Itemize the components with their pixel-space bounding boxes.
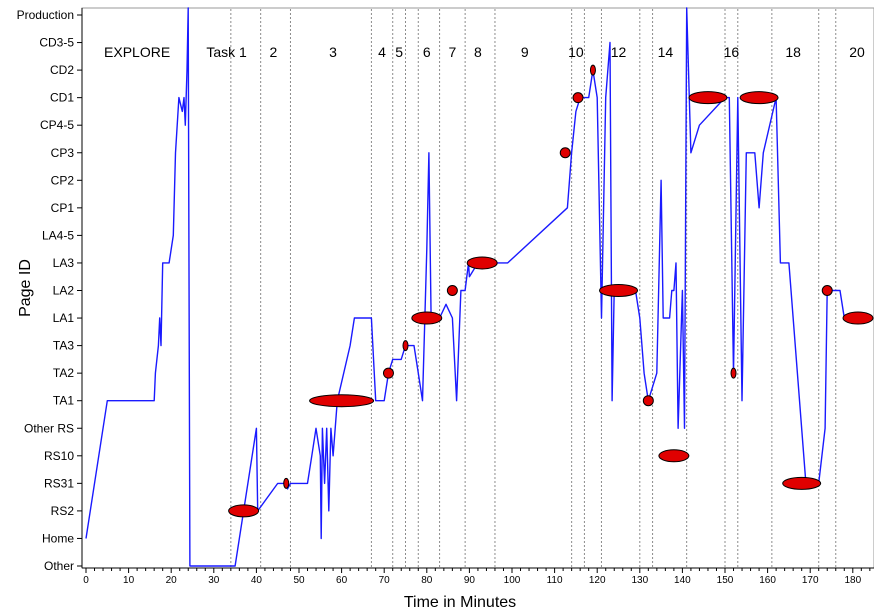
task-marker xyxy=(658,449,690,463)
segment-label: Task 1 xyxy=(206,44,247,60)
task-marker xyxy=(446,285,458,296)
y-tick-label: LA1 xyxy=(53,311,75,325)
y-tick-label: LA3 xyxy=(53,256,75,270)
segment-label: 5 xyxy=(395,44,403,60)
task-marker xyxy=(599,284,638,297)
y-tick-label: LA2 xyxy=(53,284,75,298)
segment-label: 20 xyxy=(849,44,865,60)
task-marker xyxy=(739,91,779,105)
x-tick-label: 130 xyxy=(631,575,648,586)
x-tick-label: 10 xyxy=(123,575,135,586)
segment-label: 9 xyxy=(521,44,529,60)
y-tick-label: CP3 xyxy=(51,146,75,160)
segment-label: 8 xyxy=(474,44,482,60)
task-marker xyxy=(466,256,498,270)
x-tick-label: 180 xyxy=(844,575,861,586)
y-tick-label: RS31 xyxy=(44,476,74,490)
y-axis: Other Home RS2 RS31 RS10 Other RS TA1 TA2 TA3 LA1… xyxy=(17,8,83,573)
y-tick-label: Other RS xyxy=(24,421,74,435)
segment-labels: EXPLORE Task 1 2 3 4 5 6 7 8 9 10 12 14 16 18 20 xyxy=(104,44,865,60)
x-tick-label: 70 xyxy=(379,575,391,586)
segment-label: EXPLORE xyxy=(104,44,170,60)
task-marker xyxy=(589,64,596,76)
segment-label: 12 xyxy=(611,44,627,60)
y-tick-label: CD1 xyxy=(50,91,74,105)
segment-label: 3 xyxy=(329,44,337,60)
task-marker xyxy=(559,147,571,159)
task-marker xyxy=(411,311,443,325)
segment-label: 2 xyxy=(270,44,278,60)
y-tick-label: Production xyxy=(17,8,74,22)
y-tick-label: TA3 xyxy=(53,339,74,353)
segment-label: 4 xyxy=(378,44,386,60)
task-marker xyxy=(642,395,654,407)
x-tick-label: 80 xyxy=(421,575,433,586)
segment-label: 18 xyxy=(785,44,801,60)
task-marker xyxy=(382,367,394,379)
series-line xyxy=(85,7,873,567)
y-axis-title: Page ID xyxy=(17,259,34,317)
x-tick-label: 50 xyxy=(293,575,305,586)
task-marker xyxy=(842,311,874,325)
y-tick-label: CD3-5 xyxy=(39,36,74,50)
x-tick-label: 60 xyxy=(336,575,348,586)
x-tick-label: 140 xyxy=(674,575,691,586)
y-tick-label: TA2 xyxy=(53,366,74,380)
y-tick-label: Other xyxy=(44,559,74,573)
task-marker xyxy=(309,394,375,408)
plot-area xyxy=(81,7,874,569)
x-axis-title: Time in Minutes xyxy=(404,594,516,611)
task-marker xyxy=(821,285,833,296)
x-tick-label: 170 xyxy=(802,575,819,586)
task-marker xyxy=(782,476,822,490)
x-tick-label: 20 xyxy=(166,575,178,586)
x-tick-label: 40 xyxy=(251,575,263,586)
x-tick-label: 100 xyxy=(504,575,521,586)
task-marker xyxy=(572,92,584,104)
x-tick-label: 0 xyxy=(83,575,89,586)
markers xyxy=(228,64,874,518)
x-tick-label: 30 xyxy=(208,575,220,586)
x-tick-label: 120 xyxy=(589,575,606,586)
segment-label: 7 xyxy=(448,44,456,60)
task-marker xyxy=(228,504,260,518)
x-axis: 0 10 20 30 40 50 60 70 80 90 100 110 120 130 140 150 160… xyxy=(82,567,874,586)
y-tick-label: CP2 xyxy=(51,173,75,187)
y-tick-label: CP1 xyxy=(51,201,75,215)
segment-label: 6 xyxy=(423,44,431,60)
y-tick-label: RS10 xyxy=(44,449,74,463)
x-tick-label: 150 xyxy=(717,575,734,586)
y-tick-label: CD2 xyxy=(50,63,74,77)
y-tick-label: TA1 xyxy=(53,394,74,408)
task-marker xyxy=(688,91,728,105)
segment-label: 10 xyxy=(568,44,584,60)
x-tick-label: 160 xyxy=(759,575,776,586)
y-tick-label: LA4-5 xyxy=(42,228,74,242)
y-tick-label: CP4-5 xyxy=(40,118,74,132)
task-marker xyxy=(730,367,737,379)
task-boundaries xyxy=(230,9,837,567)
y-tick-label: Home xyxy=(42,531,74,545)
segment-label: 14 xyxy=(658,44,674,60)
x-tick-label: 90 xyxy=(464,575,476,586)
segment-label: 16 xyxy=(724,44,740,60)
task-marker xyxy=(283,477,290,489)
y-tick-label: RS2 xyxy=(51,504,75,518)
x-tick-label: 110 xyxy=(547,575,563,586)
task-marker xyxy=(402,340,409,352)
